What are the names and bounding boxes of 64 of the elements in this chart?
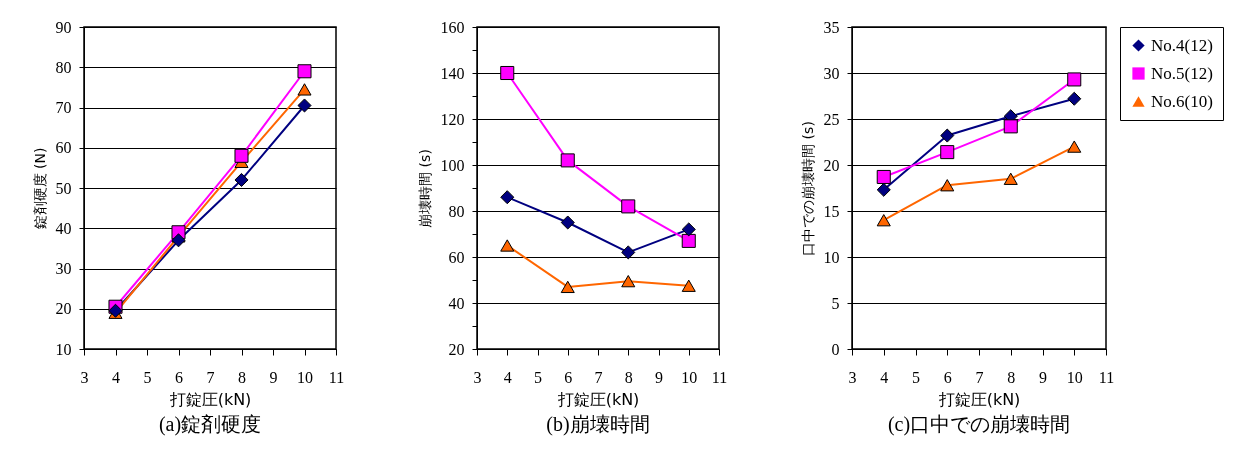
y-tick-label: 70 <box>55 99 72 116</box>
x-tick-label: 3 <box>80 368 89 386</box>
y-tick-label: 5 <box>831 294 840 312</box>
y-tick-label: 100 <box>440 156 465 174</box>
x-tick-label: 3 <box>848 368 857 386</box>
y-tick-label: 10 <box>55 340 72 358</box>
text: (b)崩壊時間 <box>546 413 650 436</box>
x-tick-label: 11 <box>711 368 728 386</box>
x-tick-label: 9 <box>269 368 278 386</box>
legend-label: No.6(10) <box>1151 91 1213 111</box>
x-tick-label: 7 <box>594 368 603 386</box>
y-tick-label: 20 <box>55 300 72 318</box>
text: (c)口中での崩壊時間 <box>887 413 1071 436</box>
y-tick-label: 40 <box>448 294 465 312</box>
x-axis-title: 打錠圧(kN) <box>556 389 640 409</box>
x-tick-label: 6 <box>175 368 183 386</box>
x-tick-label: 8 <box>238 368 246 386</box>
y-tick-label: 35 <box>823 18 840 36</box>
y-tick-label: 30 <box>823 64 840 82</box>
y-tick-label: 160 <box>440 18 465 36</box>
y-axis-title: 錠剤硬度 (N) <box>31 147 48 230</box>
legend-label: No.4(12) <box>1151 35 1213 55</box>
y-tick-label: 60 <box>448 248 465 266</box>
y-tick-label: 20 <box>823 156 840 174</box>
y-axis-title: 口中での崩壊時間 (s) <box>799 121 816 256</box>
y-tick-label: 140 <box>440 64 465 82</box>
x-tick-label: 5 <box>912 368 920 386</box>
x-axis-title: 打錠圧(kN) <box>168 389 252 409</box>
x-tick-label: 3 <box>473 368 482 386</box>
x-tick-label: 4 <box>112 368 120 386</box>
y-tick-label: 80 <box>55 58 72 76</box>
y-tick-label: 20 <box>448 340 465 358</box>
x-tick-label: 11 <box>1098 368 1115 386</box>
y-tick-label: 0 <box>831 340 840 358</box>
x-tick-label: 8 <box>1007 368 1016 386</box>
x-tick-label: 6 <box>943 368 952 386</box>
x-tick-label: 10 <box>297 368 313 386</box>
text: (a)錠剤硬度 <box>158 413 262 436</box>
y-tick-label: 120 <box>440 110 465 128</box>
legend-label: No.5(12) <box>1151 63 1213 83</box>
x-tick-label: 10 <box>1066 368 1083 386</box>
x-tick-label: 4 <box>880 368 889 386</box>
x-tick-label: 4 <box>503 368 512 386</box>
x-tick-label: 11 <box>328 368 345 386</box>
x-tick-label: 8 <box>624 368 633 386</box>
x-axis-title: 打錠圧(kN) <box>937 389 1021 409</box>
x-tick-label: 9 <box>655 368 663 386</box>
x-tick-label: 10 <box>681 368 698 386</box>
y-tick-label: 50 <box>55 179 72 197</box>
y-tick-label: 80 <box>448 202 465 220</box>
y-tick-label: 40 <box>55 219 72 237</box>
x-tick-label: 7 <box>975 368 984 386</box>
y-axis-title: 崩壊時間 (s) <box>416 149 433 228</box>
y-tick-label: 10 <box>823 248 840 266</box>
x-tick-label: 7 <box>206 368 215 386</box>
y-tick-label: 15 <box>823 202 840 220</box>
x-tick-label: 9 <box>1039 368 1047 386</box>
y-tick-label: 90 <box>55 18 72 36</box>
x-tick-label: 5 <box>534 368 542 386</box>
y-tick-label: 25 <box>823 110 840 128</box>
y-tick-label: 60 <box>55 139 72 157</box>
y-tick-label: 30 <box>55 260 72 277</box>
x-tick-label: 5 <box>143 368 152 386</box>
x-tick-label: 6 <box>564 368 573 386</box>
